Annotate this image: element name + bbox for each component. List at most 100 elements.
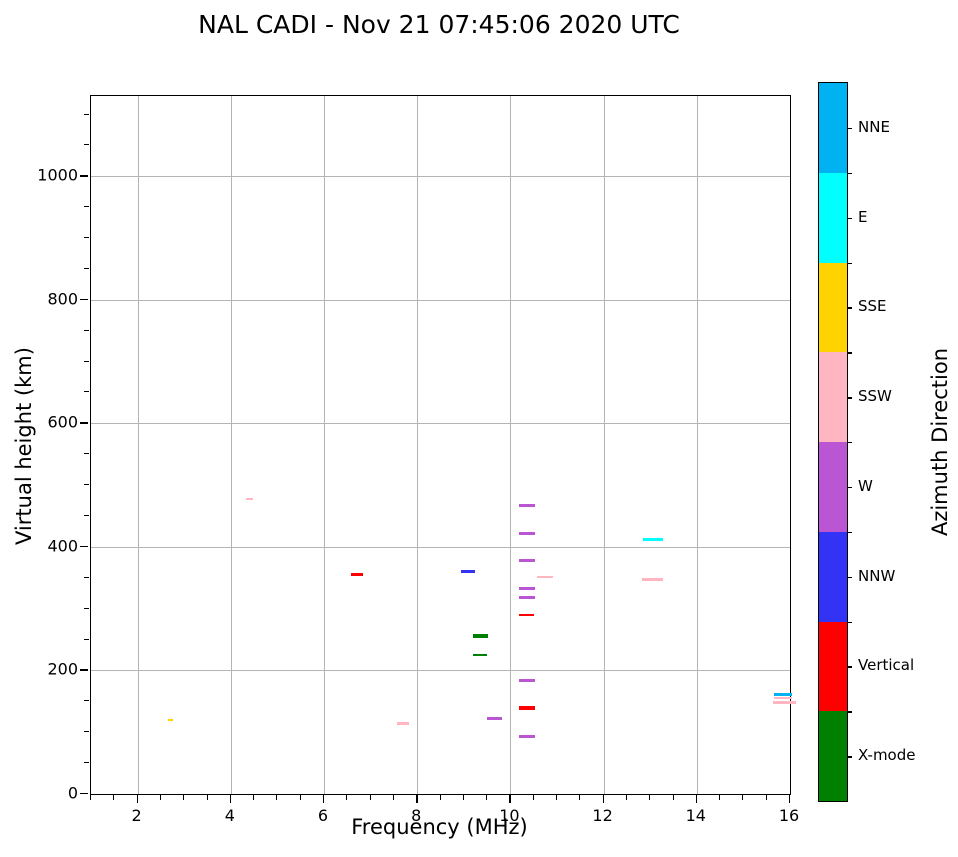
y-minor-tick xyxy=(84,638,89,640)
y-minor-tick xyxy=(84,576,89,578)
x-minor-tick xyxy=(392,795,394,800)
data-point xyxy=(486,717,502,721)
x-tick xyxy=(695,795,698,803)
colorbar-tick xyxy=(847,576,852,579)
y-tick-label: 800 xyxy=(47,289,78,309)
colorbar-boundary-tick xyxy=(847,262,852,264)
x-tick xyxy=(229,795,232,803)
colorbar-boundary-tick xyxy=(847,531,852,534)
gridline-x xyxy=(603,96,605,794)
colorbar-segment xyxy=(819,172,847,263)
gridline-y xyxy=(91,176,790,178)
data-point xyxy=(519,614,535,617)
colorbar-tick-label: NNE xyxy=(858,117,890,136)
x-tick-label: 2 xyxy=(131,806,142,825)
colorbar-tick xyxy=(847,397,852,399)
x-tick-label: 12 xyxy=(592,806,613,825)
x-tick xyxy=(416,795,418,803)
data-point xyxy=(518,559,535,562)
y-tick xyxy=(80,669,88,671)
y-tick xyxy=(80,545,88,548)
x-minor-tick xyxy=(462,795,464,800)
colorbar-tick-label: SSW xyxy=(858,387,892,406)
gridline-x xyxy=(137,96,139,794)
data-point xyxy=(473,654,488,657)
x-minor-tick xyxy=(276,795,278,800)
data-point xyxy=(350,572,363,576)
data-point xyxy=(461,570,476,574)
x-minor-tick xyxy=(765,795,767,800)
colorbar-boundary-tick xyxy=(847,352,852,354)
x-tick xyxy=(509,795,511,803)
gridline-y xyxy=(91,546,790,548)
colorbar-segment xyxy=(819,352,847,442)
y-minor-tick xyxy=(84,700,89,702)
data-point xyxy=(518,678,535,682)
colorbar-tick xyxy=(847,217,852,220)
x-tick-label: 16 xyxy=(778,806,800,825)
chart-title: NAL CADI - Nov 21 07:45:06 2020 UTC xyxy=(198,10,680,39)
y-minor-tick xyxy=(84,113,89,115)
y-tick xyxy=(80,422,88,424)
data-point xyxy=(397,722,410,726)
x-tick-label: 4 xyxy=(224,806,235,825)
y-minor-tick xyxy=(84,453,89,455)
y-minor-tick xyxy=(84,329,89,331)
x-minor-tick xyxy=(719,795,721,800)
x-minor-tick xyxy=(649,795,651,800)
colorbar-segment xyxy=(819,262,847,353)
x-axis-label: Frequency (MHz) xyxy=(351,815,528,839)
colorbar-tick-label: SSE xyxy=(858,297,887,316)
x-minor-tick xyxy=(579,795,581,800)
x-minor-tick xyxy=(253,795,255,800)
x-tick xyxy=(602,795,604,803)
y-tick xyxy=(80,793,88,795)
data-point xyxy=(518,596,535,600)
data-point xyxy=(518,586,535,590)
data-point xyxy=(642,577,663,581)
y-minor-tick xyxy=(84,267,89,269)
y-minor-tick xyxy=(84,484,89,486)
x-tick xyxy=(323,795,325,803)
x-minor-tick xyxy=(742,795,744,800)
gridline-x xyxy=(324,96,325,794)
colorbar-label: Azimuth Direction xyxy=(928,347,952,537)
x-minor-tick xyxy=(625,795,627,800)
y-minor-tick xyxy=(84,762,89,764)
colorbar xyxy=(818,82,852,802)
y-minor-tick xyxy=(84,515,89,517)
colorbar-tick xyxy=(847,666,852,668)
colorbar-tick-label: NNW xyxy=(858,566,896,585)
data-point xyxy=(518,504,535,508)
gridline-x xyxy=(510,96,512,794)
data-point xyxy=(774,696,792,699)
gridline-y xyxy=(91,670,790,672)
colorbar-tick-label: E xyxy=(858,207,868,226)
y-tick xyxy=(80,175,88,177)
x-minor-tick xyxy=(532,795,534,800)
colorbar-segment xyxy=(819,711,847,801)
x-tick-label: 10 xyxy=(499,806,520,825)
data-point xyxy=(167,719,173,722)
data-point xyxy=(246,497,253,500)
x-tick-label: 6 xyxy=(317,806,329,825)
data-point xyxy=(518,735,535,739)
colorbar-segment xyxy=(819,621,847,712)
colorbar-tick-label: X-mode xyxy=(858,746,916,765)
x-tick xyxy=(136,795,138,803)
colorbar-tick xyxy=(847,307,852,309)
colorbar-tick xyxy=(847,756,852,758)
x-minor-tick xyxy=(113,795,115,800)
x-minor-tick xyxy=(299,795,301,800)
y-tick-label: 600 xyxy=(47,412,78,432)
x-minor-tick xyxy=(206,795,208,800)
x-minor-tick xyxy=(369,795,371,800)
data-point xyxy=(774,693,792,697)
colorbar-segment xyxy=(819,83,847,173)
y-tick xyxy=(80,298,88,301)
plot-area xyxy=(90,95,796,795)
y-tick-label: 400 xyxy=(47,536,78,556)
data-point xyxy=(537,576,554,579)
gridline-x xyxy=(696,96,698,794)
gridline-x xyxy=(417,96,419,794)
